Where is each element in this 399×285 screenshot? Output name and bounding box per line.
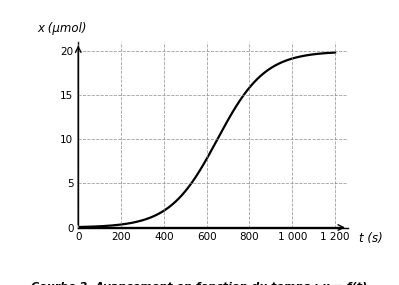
Text: x (μmol): x (μmol)	[38, 22, 87, 35]
Text: t (s): t (s)	[359, 232, 382, 245]
Text: Courbe 2. Avancement en fonction du temps : x = f(t): Courbe 2. Avancement en fonction du temp…	[32, 282, 367, 285]
